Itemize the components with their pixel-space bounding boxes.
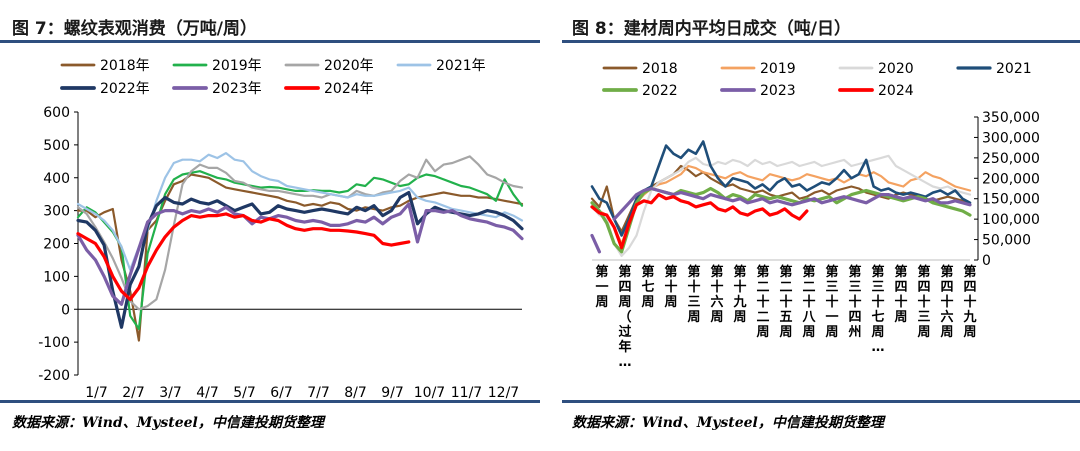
series-line-2024 (590, 193, 809, 250)
y-tick-label: 350,000 (982, 110, 1040, 126)
legend-label-2019: 2019 (760, 61, 796, 77)
series-line-2018 (76, 173, 524, 342)
y-tick-label: 50,000 (982, 233, 1031, 249)
y-tick-label: 100 (43, 269, 70, 285)
series-line-2023 (76, 202, 524, 306)
x-tick-label: 3/7 (159, 385, 182, 399)
legend-label-2020: 2020 (878, 61, 914, 77)
legend-label-2021: 2021年 (436, 58, 486, 74)
bottom-rule (0, 400, 540, 403)
figure-8-title: 图 8：建材周内平均日成交（吨/日） (572, 19, 851, 39)
y-tick-label: -200 (38, 368, 70, 384)
x-tick-label: 第二十八周 (801, 264, 816, 340)
x-tick-label: 第十周 (664, 264, 677, 310)
bottom-rule (562, 400, 1080, 403)
x-tick-label: 6/7 (270, 385, 293, 399)
series-line-2023 (590, 186, 972, 254)
legend-label-2018: 2018 (642, 61, 678, 77)
legend-label-2024: 2024 (878, 83, 914, 99)
y-tick-label: -100 (38, 335, 70, 351)
legend-label-2023: 2023年 (212, 81, 262, 97)
y-tick-label: 200,000 (982, 171, 1040, 187)
y-tick-label: 500 (43, 138, 70, 154)
x-tick-label: 第三十一周 (825, 264, 838, 340)
x-tick-label: 7/7 (307, 385, 330, 399)
x-tick-label: 4/7 (196, 385, 219, 399)
x-tick-label: 第四十周 (894, 264, 907, 325)
x-tick-label: 第十三周 (687, 264, 700, 325)
x-tick-label: 第七周 (641, 264, 654, 310)
figure-7-source: 数据来源：Wind、Mysteel，中信建投期货整理 (12, 415, 324, 431)
series-line-2020 (76, 155, 524, 311)
y-tick-label: 400 (43, 171, 70, 187)
x-tick-label: 第十六周 (710, 264, 723, 325)
x-tick-label: 第四十六周 (940, 264, 953, 340)
legend-label-2018: 2018年 (100, 58, 150, 74)
x-tick-label: 8/7 (344, 385, 367, 399)
x-tick-label: 第二十二周 (756, 264, 769, 340)
x-tick-label: 9/7 (381, 385, 404, 399)
x-tick-label: 第二十五周 (779, 264, 792, 340)
legend-label-2023: 2023 (760, 83, 796, 99)
series-line-2019 (590, 164, 972, 245)
x-tick-label: 第三十七周… (871, 264, 884, 355)
x-tick-label: 2/7 (122, 385, 145, 399)
legend-label-2024: 2024年 (324, 81, 374, 97)
top-rule (0, 40, 540, 43)
series-line-2019 (76, 170, 524, 331)
figure-7-title: 图 7：螺纹表观消费（万吨/周） (12, 19, 257, 39)
x-tick-label: 10/7 (414, 385, 445, 399)
y-tick-label: 0 (61, 302, 70, 318)
figure-8-source: 数据来源：Wind、Mysteel，中信建投期货整理 (572, 415, 884, 431)
legend-label-2022: 2022 (642, 83, 678, 99)
legend-label-2021: 2021 (996, 61, 1032, 77)
figure-8-chart: 2018 2019 2020 2021 2022 2023 2024 0 50,000 100,0… (590, 61, 1040, 370)
y-tick-label: 300,000 (982, 130, 1040, 146)
figure-7-chart: 2018年 2019年 2020年 2021年 2022年 2023年 2024年 -200 -… (38, 58, 524, 399)
legend-label-2020: 2020年 (324, 58, 374, 74)
x-tick-label: 12/7 (488, 385, 519, 399)
x-tick-label: 1/7 (85, 385, 108, 399)
y-tick-label: 300 (43, 204, 70, 220)
x-tick-label: 11/7 (451, 385, 482, 399)
x-tick-label: 第十九周 (732, 264, 746, 325)
top-rule (562, 40, 1080, 43)
x-tick-label: 第一周 (595, 264, 608, 310)
x-tick-label: 5/7 (233, 385, 256, 399)
x-tick-label: 第四十九周 (962, 264, 976, 340)
y-tick-label: 150,000 (982, 192, 1040, 208)
series-line-2020 (590, 154, 972, 257)
x-tick-label: 第三十四州 (847, 264, 861, 340)
series-line-2024 (76, 212, 411, 301)
legend-label-2019: 2019年 (212, 58, 262, 74)
x-tick-label: 第四周（过年… (618, 264, 631, 370)
y-tick-label: 250,000 (982, 151, 1040, 167)
figure-8-panel: 图 8：建材周内平均日成交（吨/日） 2018 2019 2020 2021 2022 2… (548, 0, 1080, 451)
y-tick-label: 200 (43, 237, 70, 253)
y-tick-label: 0 (982, 253, 991, 269)
y-tick-label: 100,000 (982, 212, 1040, 228)
legend-label-2022: 2022年 (100, 81, 150, 97)
x-tick-label: 第四十三周 (917, 264, 930, 340)
y-tick-label: 600 (43, 105, 70, 121)
figure-7-panel: 图 7：螺纹表观消费（万吨/周） 2018年 2019年 2020年 2021年 202… (0, 19, 540, 431)
series-line-2021 (590, 140, 972, 237)
